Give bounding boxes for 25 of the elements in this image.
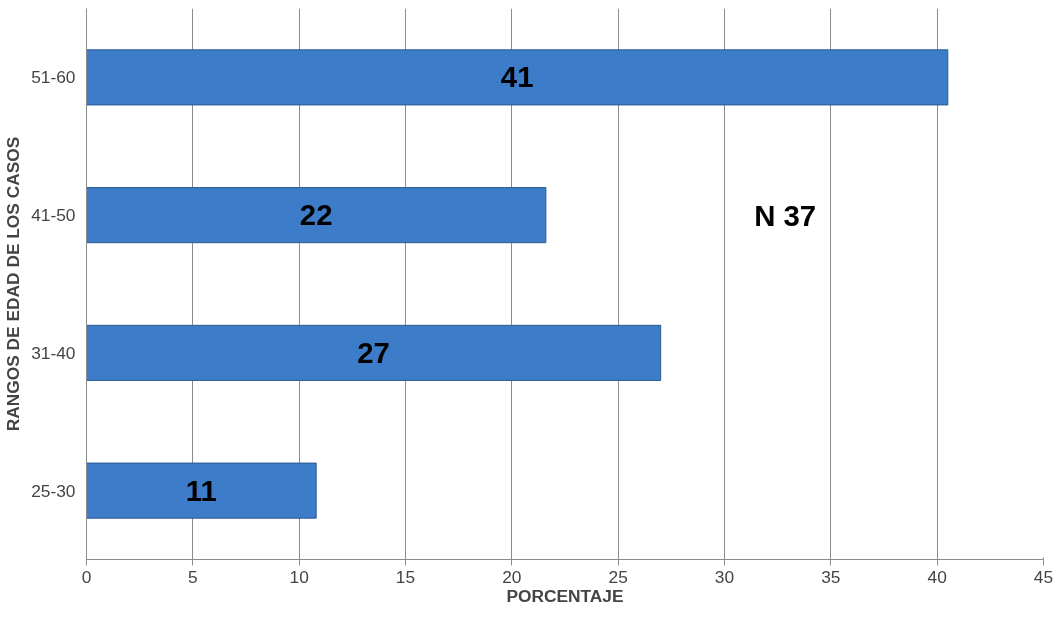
- x-tick-label: 30: [714, 566, 735, 587]
- x-tick-label: 15: [395, 566, 416, 587]
- bar: [86, 187, 547, 244]
- annotation: N 37: [754, 198, 817, 232]
- x-axis-title: PORCENTAJE: [506, 585, 624, 606]
- x-tick-label: 20: [502, 566, 522, 587]
- x-tick-label: 35: [821, 566, 841, 587]
- bar: [86, 324, 662, 381]
- bar: [86, 462, 317, 519]
- y-tick-label: 25-30: [31, 480, 76, 501]
- y-axis-title: RANGOS DE EDAD DE LOS CASOS: [3, 136, 24, 432]
- data-label: 22: [299, 198, 333, 232]
- x-tick-label: 0: [81, 566, 92, 587]
- y-tick-label: 41-50: [31, 205, 76, 226]
- x-tick-label: 40: [927, 566, 947, 587]
- x-tick-label: 45: [1033, 566, 1054, 587]
- bar: [86, 49, 949, 106]
- data-label: 11: [185, 473, 217, 507]
- data-label: 41: [500, 60, 534, 94]
- x-tick-label: 25: [608, 566, 628, 587]
- x-tick-label: 10: [289, 566, 309, 587]
- y-tick-label: 51-60: [31, 67, 76, 88]
- x-tick-label: 5: [188, 566, 198, 587]
- y-tick-label: 31-40: [31, 342, 76, 363]
- data-label: 27: [357, 335, 390, 369]
